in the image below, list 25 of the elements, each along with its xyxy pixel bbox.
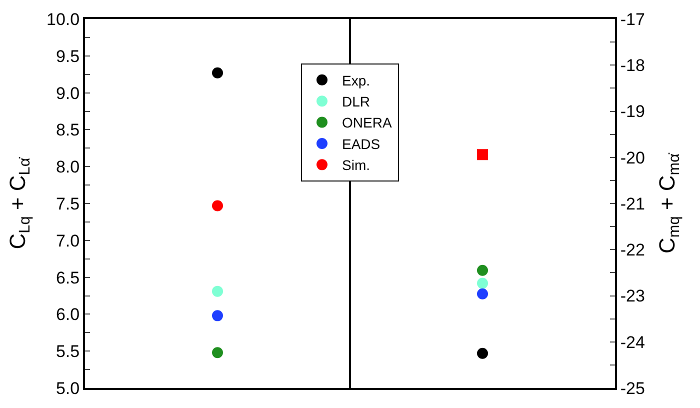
y-tick-label: 7.5: [56, 194, 80, 214]
legend-label: Exp.: [342, 72, 370, 88]
y-tick-label: 9.0: [56, 84, 80, 103]
legend-label: EADS: [342, 136, 380, 152]
y2-tick-label: -18: [620, 56, 645, 76]
y2-tick-label: -24: [620, 332, 645, 352]
y-tick-label: 6.0: [56, 305, 80, 324]
legend-label: ONERA: [342, 114, 392, 131]
y-tick-label: 6.5: [56, 268, 80, 288]
y2-tick-label: -17: [620, 10, 645, 29]
y2-tick-label: -22: [620, 240, 645, 260]
y2-tick-label: -21: [620, 194, 645, 214]
y-tick-label: 9.5: [56, 46, 80, 66]
legend-label: Sim.: [342, 157, 370, 174]
y2-tick-label: -20: [620, 148, 645, 168]
y2-tick-label: -25: [620, 378, 645, 398]
text: 5.0: [56, 378, 80, 398]
y-tick-label: 8.5: [56, 120, 80, 140]
y-tick-label: 8.0: [56, 158, 80, 177]
legend-label: DLR: [342, 94, 370, 110]
y-tick-label: 5.5: [56, 342, 80, 362]
y-tick-label: 10.0: [46, 10, 80, 29]
y2-tick-label: -23: [620, 286, 645, 306]
y2-tick-label: -19: [620, 102, 645, 122]
y-tick-label: 7.0: [56, 231, 80, 250]
